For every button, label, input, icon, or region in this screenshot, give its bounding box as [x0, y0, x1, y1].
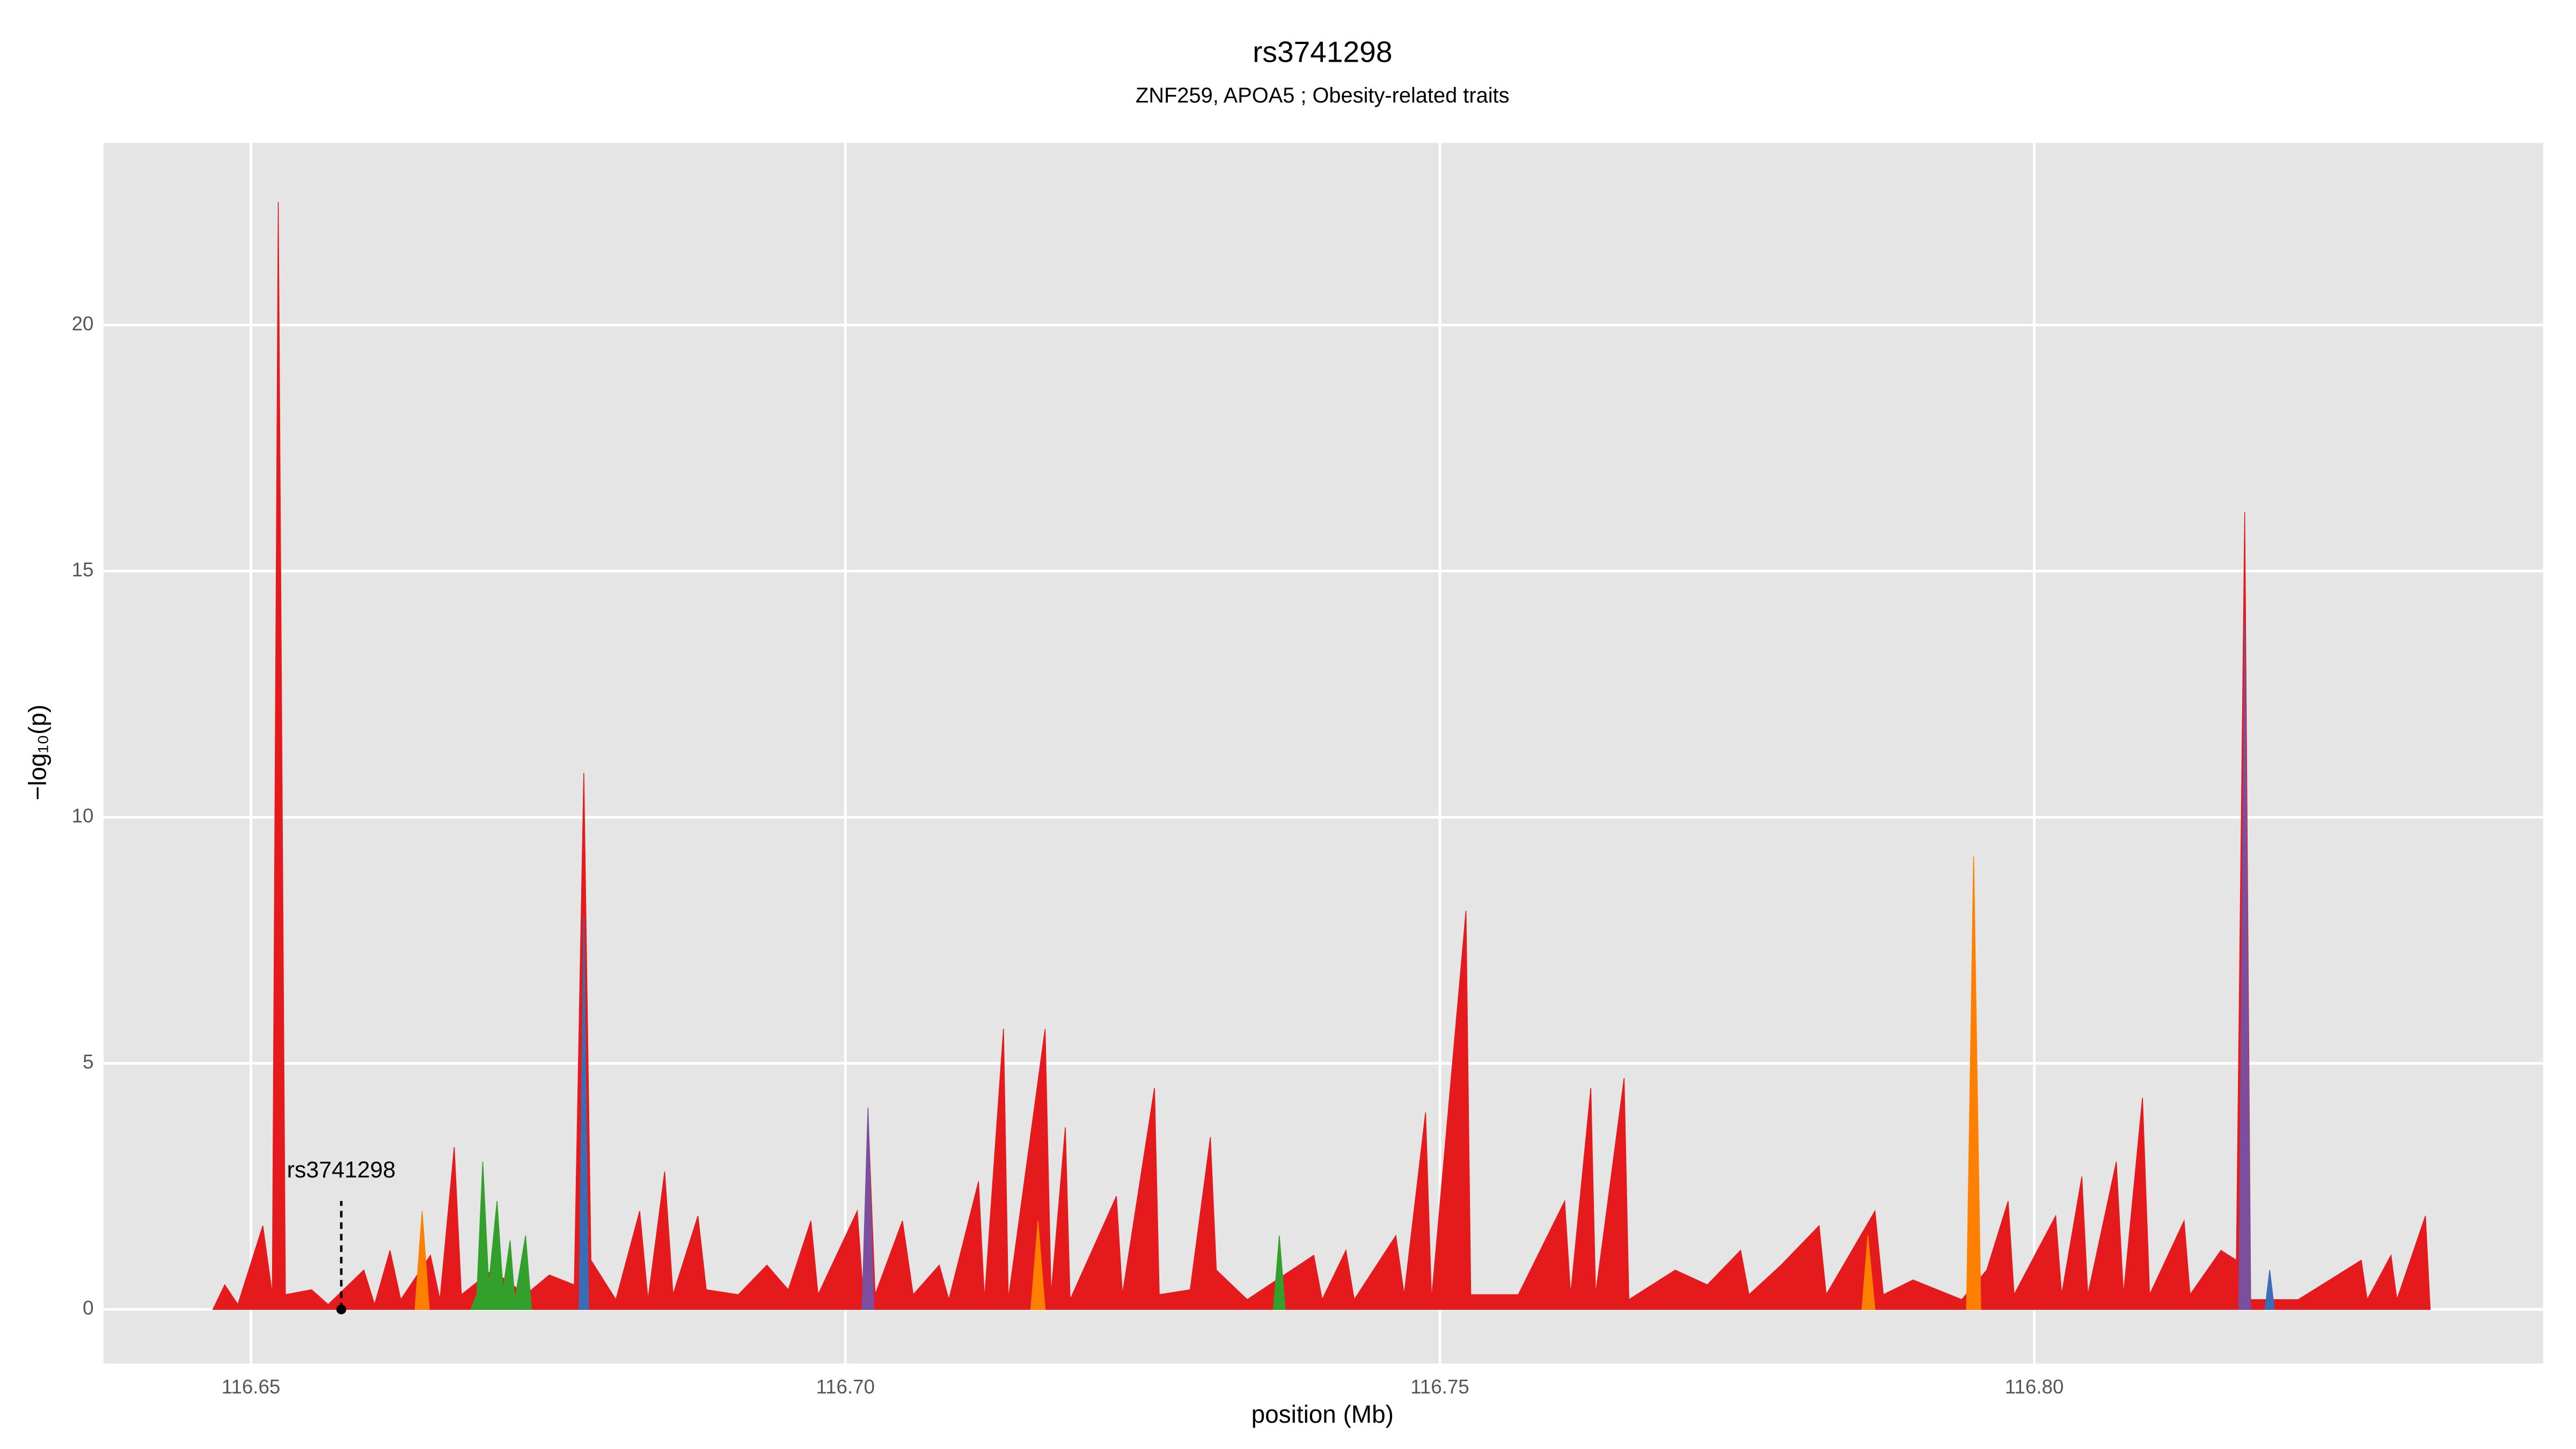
y-tick-label: 10	[72, 805, 94, 827]
x-tick-label: 116.75	[1410, 1375, 1469, 1397]
x-tick-label: 116.70	[816, 1375, 875, 1397]
area	[470, 1161, 1286, 1310]
y-tick-label: 15	[72, 559, 94, 581]
y-tick-label: 20	[72, 312, 94, 334]
area	[414, 857, 1981, 1310]
area	[212, 202, 2431, 1310]
area	[861, 620, 2251, 1310]
y-axis-label: −log₁₀(p)	[24, 705, 52, 801]
y-tick-label: 5	[83, 1051, 93, 1073]
x-axis-label: position (Mb)	[1252, 1400, 1394, 1428]
y-tick-label: 0	[83, 1297, 93, 1319]
marks	[212, 202, 2431, 1310]
annotation-label: rs3741298	[287, 1157, 396, 1183]
chart-title: rs3741298	[1253, 35, 1392, 69]
area	[579, 916, 2275, 1310]
x-tick-label: 116.80	[2005, 1375, 2064, 1397]
annotation-point	[336, 1304, 347, 1315]
x-tick-label: 116.65	[222, 1375, 281, 1397]
chart-subtitle: ZNF259, APOA5 ; Obesity-related traits	[1136, 84, 1509, 107]
